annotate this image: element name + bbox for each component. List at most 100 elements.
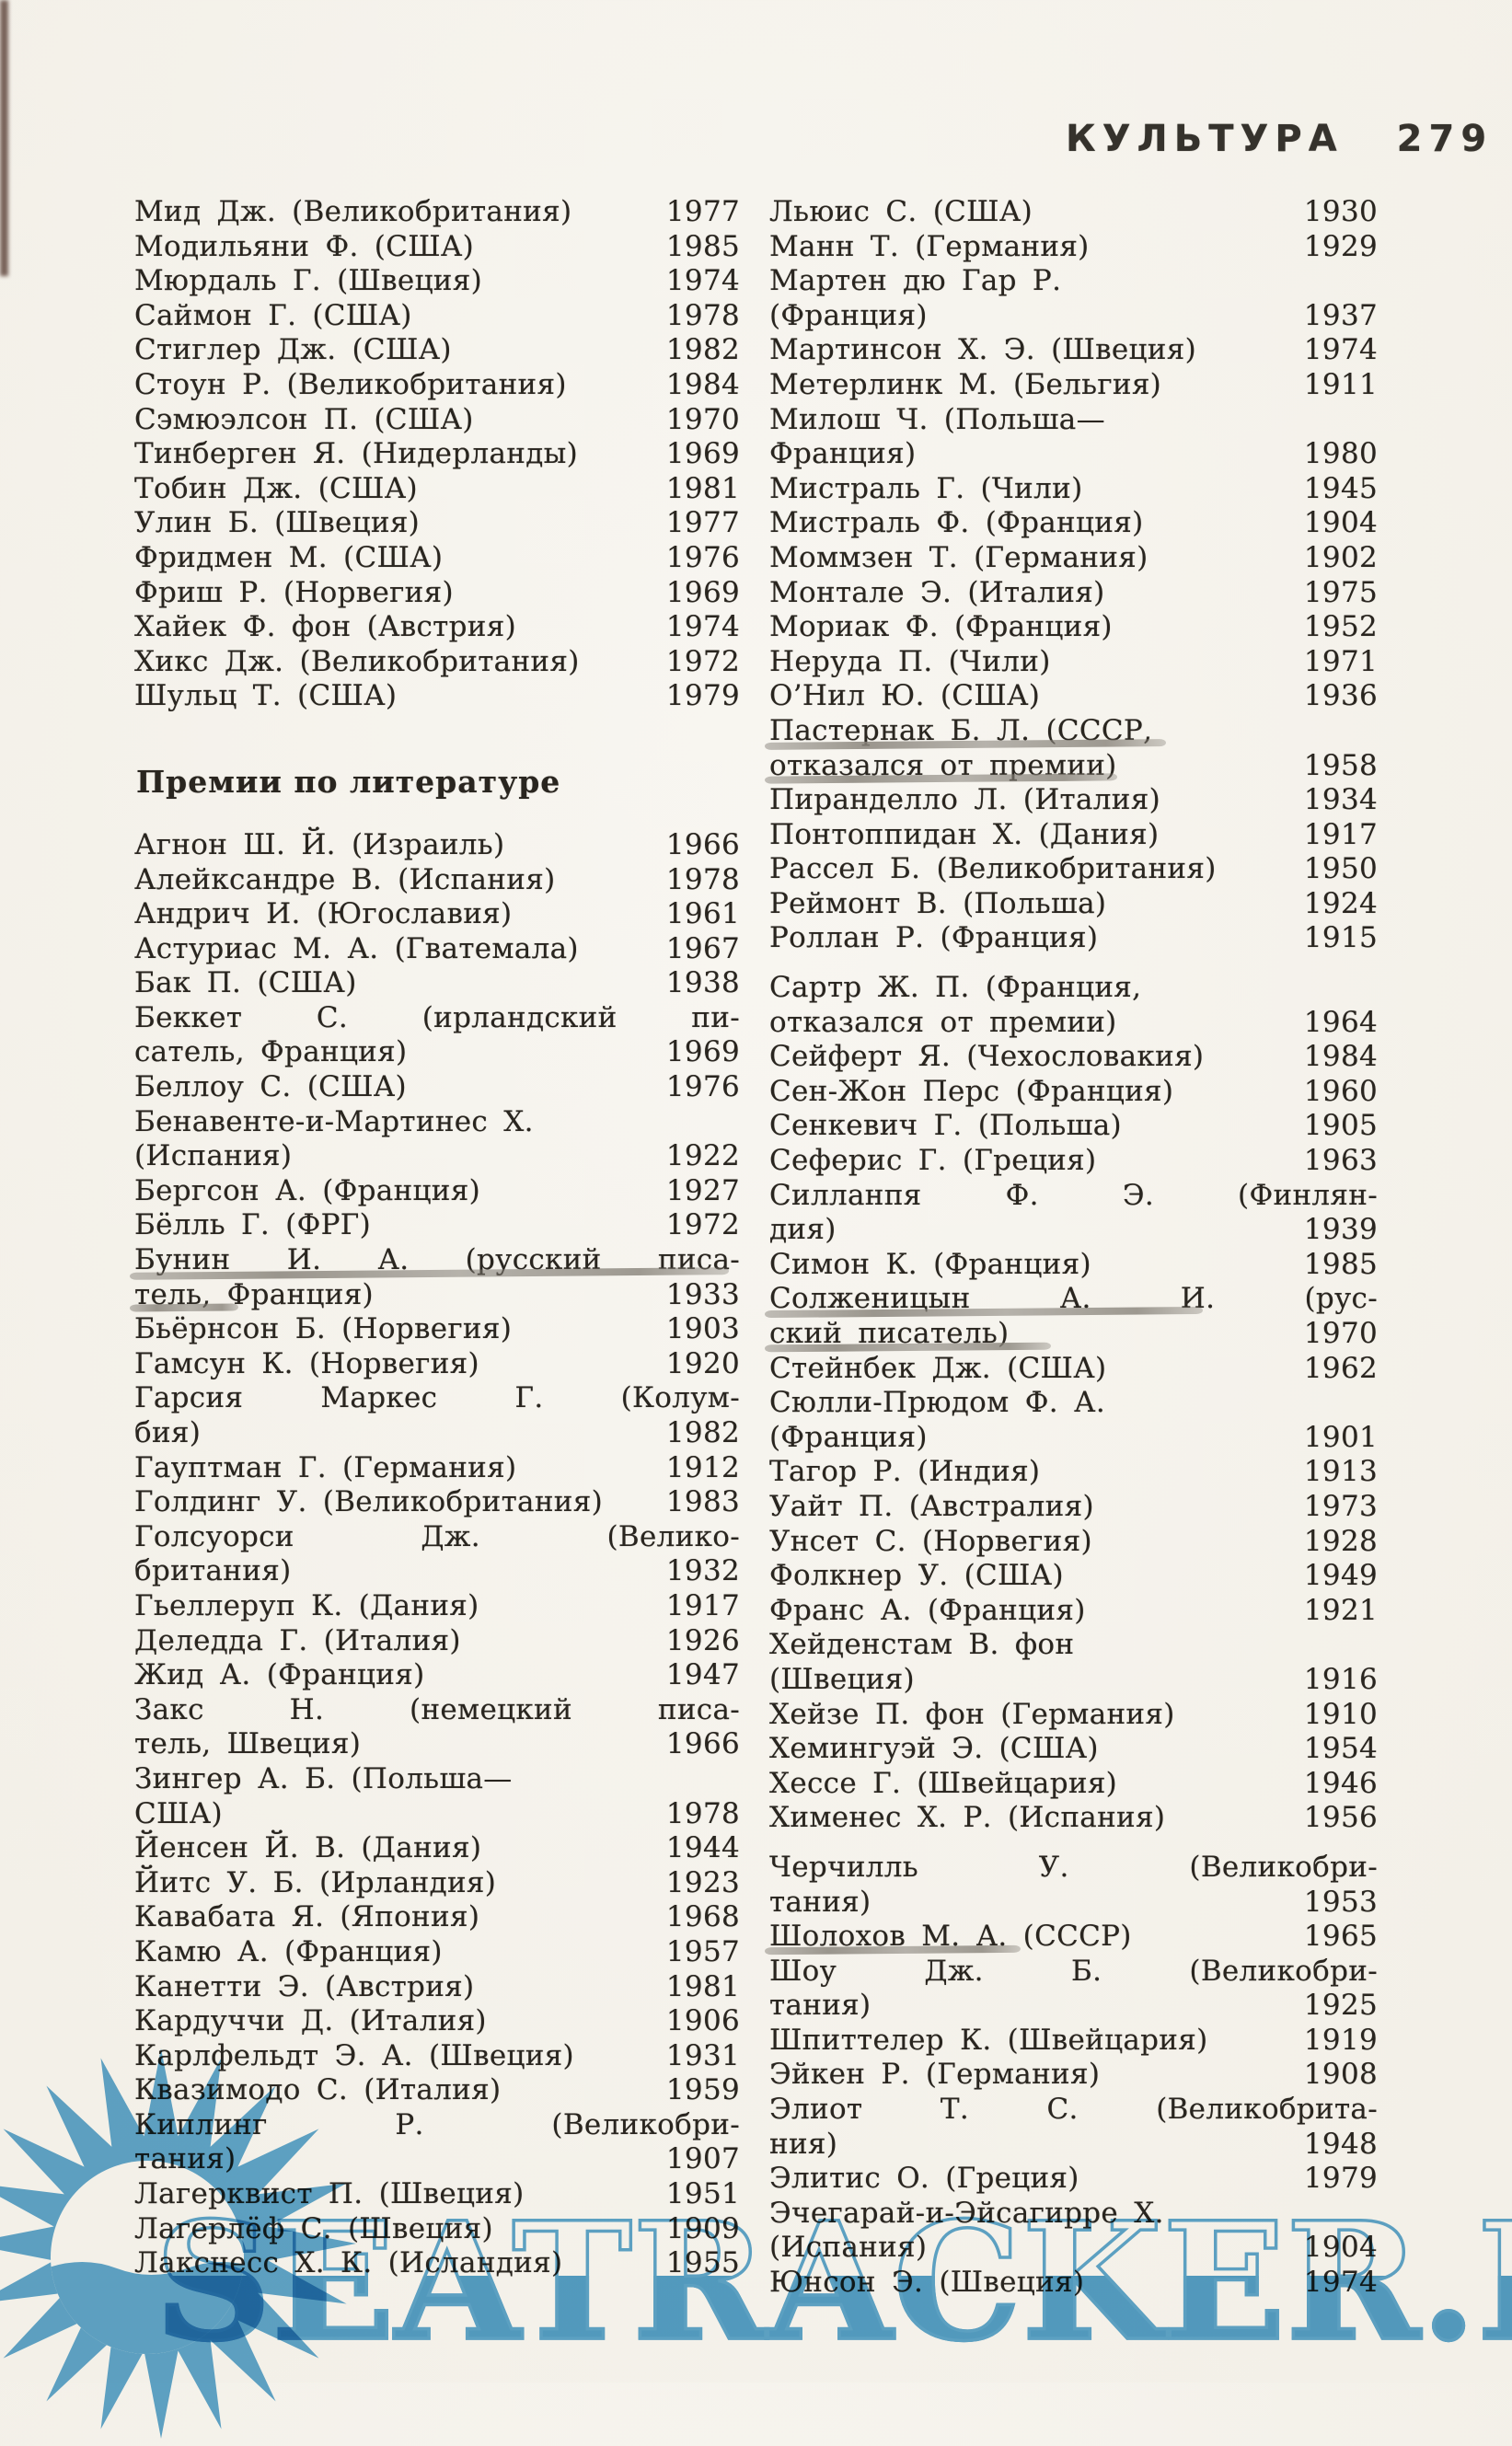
prize-year: 1955 xyxy=(657,2246,740,2281)
prize-year: 1966 xyxy=(665,827,740,861)
laureate-line: Хайек Ф. фон (Австрия) 1974 xyxy=(134,610,740,645)
laureate-line: Голсуорси Дж. (Велико- xyxy=(134,1520,740,1555)
laureate-entry: Голсуорси Дж. (Велико-британия) 1932 xyxy=(134,1520,740,1589)
laureate-line: Сен-Жон Перс (Франция) 1960 xyxy=(769,1075,1378,1110)
prize-year: 1903 xyxy=(665,1312,740,1346)
laureate-name: тания) xyxy=(769,1885,871,1919)
laureate-name: Сартр Ж. П. (Франция, xyxy=(769,971,1142,1005)
prize-year: 1938 xyxy=(665,966,740,1000)
laureate-entry: Сейферт Я. (Чехословакия) 1984 xyxy=(769,1040,1378,1075)
laureate-name: Саймон Г. (США) xyxy=(134,298,412,332)
laureate-entry: Хемингуэй Э. (США) 1954 xyxy=(769,1732,1378,1767)
laureate-entry: Понтоппидан Х. (Дания) 1917 xyxy=(769,818,1378,853)
laureate-entry: Элитис О. (Греция) 1979 xyxy=(769,2162,1378,2197)
laureate-name: Неруда П. (Чили) xyxy=(769,644,1051,678)
laureate-line: Камю А. (Франция) 1957 xyxy=(134,1935,740,1970)
laureate-line: сатель, Франция) 1969 xyxy=(134,1035,740,1070)
laureate-name: (Франция) xyxy=(769,298,928,332)
prize-year: 1972 xyxy=(665,644,740,678)
laureate-entry: Бьёрнсон Б. (Норвегия) 1903 xyxy=(134,1312,740,1347)
laureate-entry: Бенавенте-и-Мартинес Х. (Испания) 1922 xyxy=(134,1105,740,1174)
laureate-line: Стоун Р. (Великобритания) 1984 xyxy=(134,368,740,403)
laureate-name: Тобин Дж. (США) xyxy=(134,471,418,505)
laureate-name: Фридмен М. (США) xyxy=(134,540,444,574)
laureate-name: Фолкнер У. (США) xyxy=(769,1559,1064,1593)
prize-year: 1982 xyxy=(665,1416,740,1449)
laureate-line: Мюрдаль Г. (Швеция) 1974 xyxy=(134,264,740,299)
laureate-line: Унсет С. (Норвегия) 1928 xyxy=(769,1525,1378,1560)
laureate-line: Сэмюэлсон П. (США) 1970 xyxy=(134,403,740,438)
laureate-entry: Шульц Т. (США) 1979 xyxy=(134,679,740,714)
laureate-name: Льюис С. (США) xyxy=(769,195,1033,228)
laureate-line: Улин Б. (Швеция) 1977 xyxy=(134,506,740,541)
prize-year: 1962 xyxy=(1303,1351,1378,1385)
laureate-line: Эйкен Р. (Германия) 1908 xyxy=(769,2058,1378,2093)
prize-year: 1974 xyxy=(665,264,740,298)
laureate-entry: Эчегарай-и-Эйсагирре Х.(Испания) 1904 xyxy=(769,2197,1378,2266)
literature-laureates-list-right: Льюис С. (США) 1930 Манн Т. (Германия) 1929… xyxy=(764,195,1378,2301)
laureate-line: Шолохов М. А. (СССР) 1965 xyxy=(764,1920,1378,1955)
laureate-entry: Йенсен Й. В. (Дания) 1944 xyxy=(134,1831,740,1866)
laureate-line: отказался от премии) 1958 xyxy=(764,748,1378,784)
laureate-name: Гьеллеруп К. (Дания) xyxy=(134,1588,479,1622)
laureate-line: Франс А. (Франция) 1921 xyxy=(769,1594,1378,1629)
laureate-line: Мориак Ф. (Франция) 1952 xyxy=(769,610,1378,645)
laureate-entry: Агнон Ш. Й. (Израиль) 1966 xyxy=(134,828,740,863)
laureate-entry: Сенкевич Г. (Польша) 1905 xyxy=(769,1109,1378,1144)
laureate-line: Хейзе П. фон (Германия) 1910 xyxy=(769,1698,1378,1733)
laureate-line: Беллоу С. (США) 1976 xyxy=(134,1070,740,1105)
laureate-line: Рассел Б. (Великобритания) 1950 xyxy=(769,852,1378,887)
prize-year: 1958 xyxy=(1303,748,1378,782)
laureate-name: дия) xyxy=(769,1213,837,1247)
laureate-line: Элитис О. (Греция) 1979 xyxy=(769,2162,1378,2197)
laureate-line: Жид А. (Франция) 1947 xyxy=(134,1658,740,1693)
prize-year: 1974 xyxy=(1303,333,1378,367)
laureate-name: Андрич И. (Югославия) xyxy=(134,897,513,931)
laureate-entry: Гауптман Г. (Германия) 1912 xyxy=(134,1451,740,1486)
prize-year: 1964 xyxy=(1303,1005,1378,1039)
laureate-entry: Симон К. (Франция) 1985 xyxy=(769,1248,1378,1283)
prize-year: 1904 xyxy=(1295,2231,1378,2266)
laureate-line: Гамсун К. (Норвегия) 1920 xyxy=(134,1347,740,1382)
laureate-name: Шульц Т. (США) xyxy=(134,679,398,713)
seatracker-sun-logo xyxy=(0,2048,356,2439)
prize-year: 1981 xyxy=(665,471,740,505)
prize-year: 1951 xyxy=(665,2177,740,2211)
laureate-name: Хемингуэй Э. (США) xyxy=(769,1732,1099,1766)
laureate-name: Гауптман Г. (Германия) xyxy=(134,1450,517,1484)
laureate-entry: Мистраль Ф. (Франция) 1904 xyxy=(769,506,1378,541)
prize-year: 1905 xyxy=(1303,1109,1378,1143)
laureate-entry: Кавабата Я. (Япония) 1968 xyxy=(134,1900,740,1935)
laureate-line: Фриш Р. (Норвегия) 1969 xyxy=(134,576,740,611)
laureate-name: Сюлли-Прюдом Ф. А. xyxy=(769,1386,1105,1420)
laureate-entry: Зингер А. Б. (Польша— США) 1978 xyxy=(134,1762,740,1831)
laureate-name: Хессе Г. (Швейцария) xyxy=(769,1766,1118,1800)
prize-year: 1967 xyxy=(665,931,740,965)
laureate-name: Жид А. (Франция) xyxy=(134,1658,425,1692)
laureate-line: Сейферт Я. (Чехословакия) 1984 xyxy=(769,1040,1378,1075)
laureate-line: Астуриас М. А. (Гватемала) 1967 xyxy=(134,932,740,967)
prize-year: 1919 xyxy=(1303,2023,1378,2057)
prize-year: 1978 xyxy=(665,298,740,332)
prize-year: 1922 xyxy=(665,1139,740,1173)
laureate-entry: Мистраль Г. (Чили) 1945 xyxy=(769,472,1378,507)
laureate-line: Квазимодо С. (Италия) 1959 xyxy=(134,2073,740,2108)
prize-year: 1957 xyxy=(665,1934,740,1968)
prize-year: 1952 xyxy=(1303,610,1378,644)
laureate-line: Бергсон А. (Франция) 1927 xyxy=(134,1174,740,1209)
laureate-name: Монтале Э. (Италия) xyxy=(769,575,1105,609)
laureate-entry: Унсет С. (Норвегия) 1928 xyxy=(769,1525,1378,1560)
laureate-name: Уайт П. (Австралия) xyxy=(769,1489,1094,1523)
laureate-name: Эйкен Р. (Германия) xyxy=(769,2058,1101,2092)
prize-year: 1906 xyxy=(665,2004,740,2038)
laureate-name: Мид Дж. (Великобритания) xyxy=(134,195,572,228)
laureate-name: Симон К. (Франция) xyxy=(769,1247,1091,1281)
laureate-name: ния) xyxy=(769,2127,838,2161)
prize-year: 1937 xyxy=(1303,298,1378,332)
prize-year: 1973 xyxy=(1303,1489,1378,1523)
prize-year: 1933 xyxy=(665,1277,740,1311)
laureate-name: Беллоу С. (США) xyxy=(134,1070,407,1104)
prize-year: 1946 xyxy=(1303,1766,1378,1800)
laureate-line: Кардуччи Д. (Италия) 1906 xyxy=(134,2004,740,2039)
